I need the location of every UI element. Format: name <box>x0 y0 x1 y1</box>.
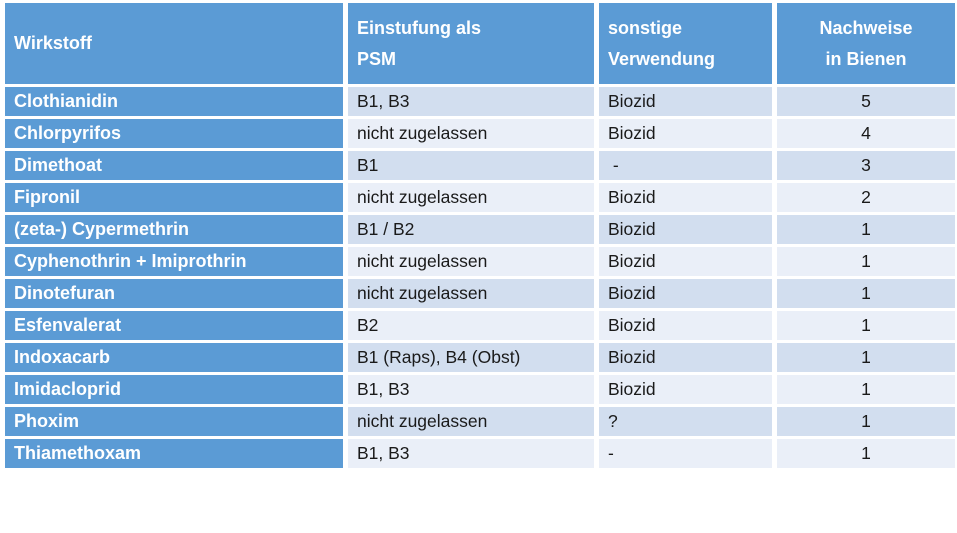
column-header-label-line2: in Bienen <box>825 48 907 69</box>
cell-sonstige-verwendung: Biozid <box>594 116 777 151</box>
table-row: Fipronil nicht zugelassen Biozid 2 <box>0 180 957 215</box>
cell-sonstige-verwendung: Biozid <box>594 212 777 247</box>
cell-einstufung-psm: B1, B3 <box>343 372 599 407</box>
cell-einstufung-psm: nicht zugelassen <box>343 116 599 151</box>
cell-einstufung-psm: nicht zugelassen <box>343 180 599 215</box>
column-header-wirkstoff: Wirkstoff <box>0 0 348 87</box>
column-header-nachweise-in-bienen: Nachweise in Bienen <box>772 0 957 87</box>
cell-sonstige-verwendung: Biozid <box>594 276 777 311</box>
column-header-label-line1: Einstufung als <box>357 17 482 38</box>
column-header-label-line1: Nachweise <box>819 17 913 38</box>
cell-wirkstoff: Esfenvalerat <box>0 308 348 343</box>
cell-wirkstoff: Thiamethoxam <box>0 436 348 471</box>
cell-sonstige-verwendung: Biozid <box>594 372 777 407</box>
cell-nachweise: 1 <box>772 372 957 407</box>
table-body: Clothianidin B1, B3 Biozid 5 Chlorpyrifo… <box>0 84 957 471</box>
cell-nachweise: 1 <box>772 276 957 311</box>
cell-sonstige-verwendung: Biozid <box>594 244 777 279</box>
cell-einstufung-psm: nicht zugelassen <box>343 244 599 279</box>
cell-einstufung-psm: B2 <box>343 308 599 343</box>
cell-wirkstoff: Chlorpyrifos <box>0 116 348 151</box>
cell-sonstige-verwendung: Biozid <box>594 340 777 375</box>
cell-nachweise: 2 <box>772 180 957 215</box>
cell-wirkstoff: Phoxim <box>0 404 348 439</box>
table-row: Imidacloprid B1, B3 Biozid 1 <box>0 372 957 407</box>
cell-sonstige-verwendung: ? <box>594 404 777 439</box>
table-row: Chlorpyrifos nicht zugelassen Biozid 4 <box>0 116 957 151</box>
column-header-sonstige-verwendung: sonstige Verwendung <box>594 0 777 87</box>
cell-nachweise: 1 <box>772 212 957 247</box>
cell-einstufung-psm: B1, B3 <box>343 436 599 471</box>
cell-einstufung-psm: B1 / B2 <box>343 212 599 247</box>
pesticide-detections-table: Wirkstoff Einstufung als PSM sonstige Ve… <box>0 0 957 471</box>
table-row: Dinotefuran nicht zugelassen Biozid 1 <box>0 276 957 311</box>
cell-einstufung-psm: nicht zugelassen <box>343 404 599 439</box>
cell-wirkstoff: Dinotefuran <box>0 276 348 311</box>
cell-sonstige-verwendung: Biozid <box>594 308 777 343</box>
column-header-einstufung-psm: Einstufung als PSM <box>343 0 599 87</box>
column-header-label-line1: sonstige <box>608 17 683 38</box>
cell-einstufung-psm: B1 (Raps), B4 (Obst) <box>343 340 599 375</box>
cell-einstufung-psm: nicht zugelassen <box>343 276 599 311</box>
cell-wirkstoff: Fipronil <box>0 180 348 215</box>
column-header-label: Wirkstoff <box>14 33 92 53</box>
column-header-label-line2: PSM <box>357 48 397 69</box>
cell-nachweise: 1 <box>772 244 957 279</box>
cell-sonstige-verwendung: - <box>594 436 777 471</box>
cell-wirkstoff: Dimethoat <box>0 148 348 183</box>
cell-wirkstoff: Clothianidin <box>0 84 348 119</box>
table-row: Indoxacarb B1 (Raps), B4 (Obst) Biozid 1 <box>0 340 957 375</box>
cell-wirkstoff: (zeta-) Cypermethrin <box>0 212 348 247</box>
table-header: Wirkstoff Einstufung als PSM sonstige Ve… <box>0 0 957 87</box>
cell-einstufung-psm: B1 <box>343 148 599 183</box>
cell-nachweise: 5 <box>772 84 957 119</box>
cell-nachweise: 1 <box>772 340 957 375</box>
cell-wirkstoff: Cyphenothrin + Imiprothrin <box>0 244 348 279</box>
table-row: Esfenvalerat B2 Biozid 1 <box>0 308 957 343</box>
header-row: Wirkstoff Einstufung als PSM sonstige Ve… <box>0 0 957 87</box>
cell-nachweise: 4 <box>772 116 957 151</box>
cell-einstufung-psm: B1, B3 <box>343 84 599 119</box>
cell-wirkstoff: Imidacloprid <box>0 372 348 407</box>
cell-nachweise: 1 <box>772 404 957 439</box>
cell-nachweise: 1 <box>772 436 957 471</box>
table-row: Dimethoat B1 - 3 <box>0 148 957 183</box>
table-row: Thiamethoxam B1, B3 - 1 <box>0 436 957 471</box>
table-row: Phoxim nicht zugelassen ? 1 <box>0 404 957 439</box>
table-row: Cyphenothrin + Imiprothrin nicht zugelas… <box>0 244 957 279</box>
cell-sonstige-verwendung: Biozid <box>594 84 777 119</box>
column-header-label-line2: Verwendung <box>608 48 716 69</box>
cell-sonstige-verwendung: - <box>594 148 777 183</box>
cell-nachweise: 1 <box>772 308 957 343</box>
cell-nachweise: 3 <box>772 148 957 183</box>
cell-wirkstoff: Indoxacarb <box>0 340 348 375</box>
cell-sonstige-verwendung: Biozid <box>594 180 777 215</box>
table-row: (zeta-) Cypermethrin B1 / B2 Biozid 1 <box>0 212 957 247</box>
table-row: Clothianidin B1, B3 Biozid 5 <box>0 84 957 119</box>
